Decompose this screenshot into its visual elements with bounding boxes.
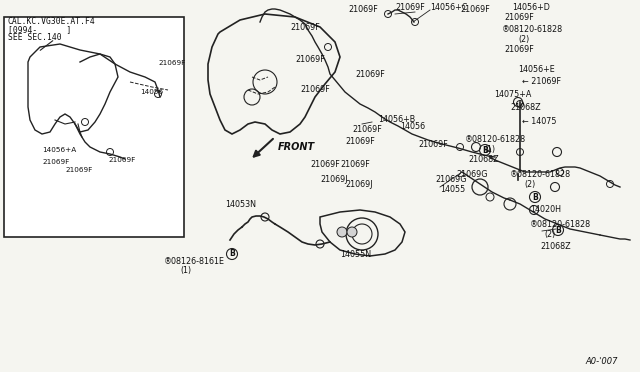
Text: 21069F: 21069F [348, 5, 378, 14]
Text: (1): (1) [180, 266, 191, 275]
Text: 14056+C: 14056+C [430, 3, 467, 12]
FancyBboxPatch shape [4, 17, 184, 237]
Text: [0994-      ]: [0994- ] [8, 25, 72, 34]
Text: 21069G: 21069G [435, 175, 467, 184]
Text: 21069F: 21069F [345, 137, 375, 146]
Text: ®08120-61828: ®08120-61828 [502, 25, 563, 34]
Text: (1): (1) [484, 145, 495, 154]
Text: ®08126-8161E: ®08126-8161E [164, 257, 225, 266]
Text: 21069F: 21069F [395, 3, 425, 12]
Text: ®08120-61828: ®08120-61828 [530, 220, 591, 229]
Text: 14055N: 14055N [340, 250, 371, 259]
Text: FRONT: FRONT [278, 142, 315, 152]
Text: 14020H: 14020H [530, 205, 561, 214]
Text: 14053N: 14053N [225, 200, 256, 209]
Text: 21069F: 21069F [340, 160, 370, 169]
Text: 21068Z: 21068Z [510, 103, 541, 112]
Text: 21069J: 21069J [345, 180, 372, 189]
Circle shape [347, 227, 357, 237]
Text: 21069F: 21069F [418, 140, 448, 149]
Text: (2): (2) [524, 180, 535, 189]
Text: ®08120-61828: ®08120-61828 [510, 170, 571, 179]
Text: 21069F: 21069F [65, 167, 92, 173]
Text: 21068Z: 21068Z [540, 242, 571, 251]
Text: B: B [532, 192, 538, 202]
Text: 14056: 14056 [140, 89, 163, 95]
Text: B: B [555, 225, 561, 234]
Text: 14056+D: 14056+D [512, 3, 550, 12]
Text: ← 21069F: ← 21069F [522, 77, 561, 86]
Text: B: B [229, 250, 235, 259]
Text: A0-'007: A0-'007 [585, 357, 618, 366]
Text: 14055: 14055 [440, 185, 465, 194]
Text: 21069G: 21069G [456, 170, 488, 179]
Text: B: B [482, 145, 488, 154]
Text: 21069F: 21069F [295, 55, 324, 64]
Text: 21069F: 21069F [290, 23, 320, 32]
Text: 21069F: 21069F [310, 160, 340, 169]
Text: 21069F: 21069F [108, 157, 135, 163]
Text: 14056+B: 14056+B [378, 115, 415, 124]
Text: (2): (2) [544, 230, 556, 239]
Text: 14075+A: 14075+A [494, 90, 531, 99]
Text: 21069F: 21069F [352, 125, 381, 134]
Text: (2): (2) [518, 35, 529, 44]
Text: 21069F: 21069F [504, 13, 534, 22]
Text: SEE SEC.140: SEE SEC.140 [8, 33, 61, 42]
Text: 21069J: 21069J [320, 175, 348, 184]
Circle shape [337, 227, 347, 237]
Text: 21068Z: 21068Z [468, 155, 499, 164]
Text: 14056+A: 14056+A [42, 147, 76, 153]
Text: 21069F: 21069F [355, 70, 385, 79]
Text: 21069F: 21069F [460, 5, 490, 14]
Text: ← 14075: ← 14075 [522, 117, 557, 126]
Text: CAL.KC.VG30E.AT.F4: CAL.KC.VG30E.AT.F4 [8, 17, 96, 26]
Text: 21069F: 21069F [504, 45, 534, 54]
Text: 14056: 14056 [400, 122, 425, 131]
Text: 21069F: 21069F [300, 85, 330, 94]
Text: 21069F: 21069F [42, 159, 69, 165]
Text: 14056+E: 14056+E [518, 65, 555, 74]
Text: ®08120-61828: ®08120-61828 [465, 135, 526, 144]
Text: 21069F: 21069F [158, 60, 185, 66]
